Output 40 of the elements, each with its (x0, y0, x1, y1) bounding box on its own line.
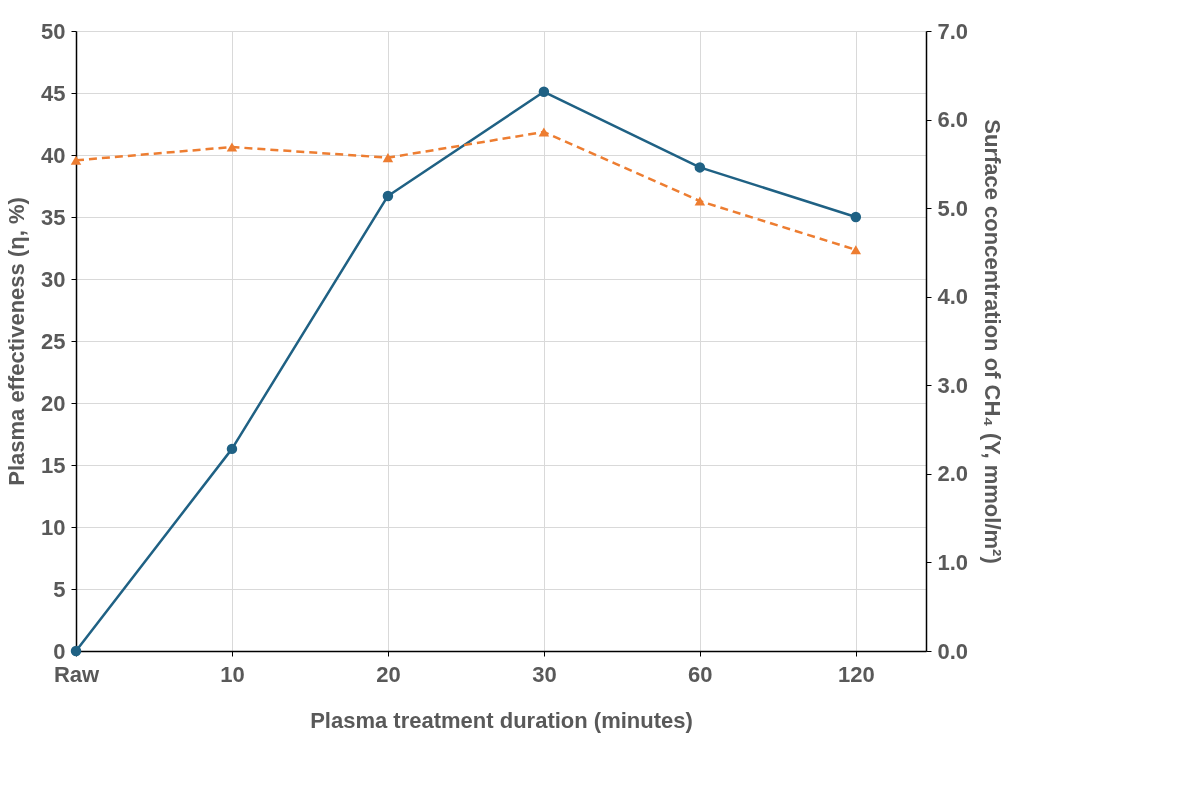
point (850, 211, 862, 223)
y-tick-label: 35 (41, 204, 66, 230)
point (226, 142, 238, 152)
point (694, 196, 706, 206)
x-axis-title: Plasma treatment duration (minutes) (310, 707, 693, 733)
y-tick-label: 15 (41, 452, 66, 478)
y-tick-label: 40 (41, 142, 66, 168)
y2-tick-label: 2.0 (937, 461, 969, 487)
y2-tick-label: 3.0 (937, 372, 969, 398)
x-tick-label: Raw (53, 661, 100, 687)
y-tick-label: 5 (53, 576, 66, 602)
y-tick-label: 45 (41, 80, 66, 106)
point (226, 443, 238, 455)
y-tick-label: 50 (41, 18, 66, 44)
x-tick-label: 120 (837, 661, 875, 687)
y-tick-label: 10 (41, 514, 66, 540)
point (70, 155, 82, 165)
y-tick-label: 25 (41, 328, 66, 354)
y2-axis-title: Surface concentration of CH₄ (Y, mmol/m²) (980, 119, 1006, 564)
x-tick-label: 20 (376, 661, 401, 687)
y-axis-title: Plasma effectiveness (η, %) (4, 197, 30, 486)
y2-tick-label: 7.0 (937, 18, 969, 44)
y2-tick-label: 0.0 (937, 638, 969, 664)
y-tick-label: 0 (53, 638, 66, 664)
y2-tick-label: 4.0 (937, 284, 969, 310)
point (850, 245, 862, 255)
y2-tick-label: 1.0 (937, 549, 969, 575)
x-tick-label: 30 (532, 661, 557, 687)
point (538, 86, 550, 97)
x-tick-label: 10 (220, 661, 245, 687)
x-tick-label: 60 (688, 661, 713, 687)
point (70, 645, 82, 657)
point (694, 162, 706, 173)
y-tick-label: 30 (41, 266, 66, 292)
point (382, 190, 394, 202)
y-tick-label: 20 (41, 390, 66, 416)
y2-tick-label: 5.0 (937, 195, 969, 221)
y2-tick-label: 6.0 (937, 107, 969, 133)
point (382, 153, 394, 163)
point (538, 127, 550, 137)
